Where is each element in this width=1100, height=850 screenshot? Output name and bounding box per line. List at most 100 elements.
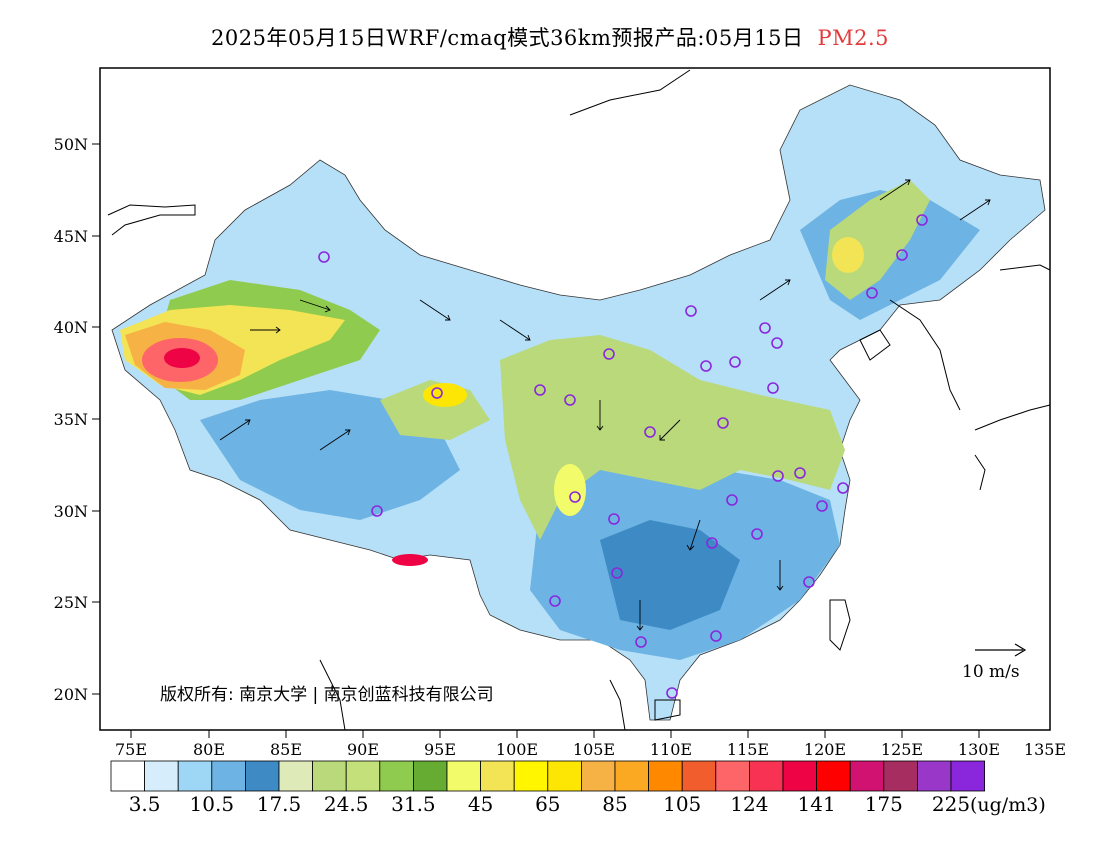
station-marker <box>431 387 443 399</box>
station-marker <box>759 322 771 334</box>
yellow-hotspot-sichuan <box>554 464 586 516</box>
wind-vector <box>250 326 281 334</box>
color-bar-swatch <box>177 760 213 792</box>
longitude-axis: 75E 80E 85E 90E 95E 100E 105E 110E 115E … <box>115 730 1066 759</box>
lon-label: 75E <box>115 740 147 759</box>
color-bar-label: 175 <box>864 792 903 816</box>
color-bar-label: 225 <box>931 792 971 816</box>
wind-vector <box>636 600 644 631</box>
green-zone-central <box>500 335 845 540</box>
lat-label: 40N <box>54 318 88 337</box>
color-bar-swatch <box>513 760 549 792</box>
wind-vector <box>659 419 681 441</box>
color-bar-swatch <box>681 760 717 792</box>
wind-vector <box>499 319 531 341</box>
pm25-concentration-field <box>111 84 1046 721</box>
sakhalin-coast <box>999 264 1051 271</box>
station-marker <box>837 482 849 494</box>
color-bar-swatch <box>614 760 649 792</box>
pollutant-label: PM2.5 <box>817 26 889 50</box>
wind-vector <box>776 560 784 591</box>
station-marker <box>717 417 729 429</box>
lon-label: 125E <box>881 740 923 759</box>
station-marker <box>569 491 581 503</box>
core-hotspot-taklimakan <box>164 348 200 368</box>
station-marker <box>916 214 928 226</box>
indochina-coast <box>609 679 626 731</box>
color-bar-swatch <box>581 760 616 792</box>
map-frame <box>99 67 1051 731</box>
station-marker <box>685 305 697 317</box>
bohai-coast <box>859 329 891 361</box>
lon-label: 105E <box>573 740 615 759</box>
station-marker <box>794 467 806 479</box>
lon-label: 135E <box>1024 740 1066 759</box>
color-bar-swatch <box>144 760 179 792</box>
lon-label: 85E <box>270 740 302 759</box>
station-marker <box>726 494 738 506</box>
korea-coast <box>889 299 961 411</box>
color-bar-swatch <box>312 760 347 792</box>
yellow-hotspot-northeast <box>832 237 864 273</box>
color-bar-label: 85 <box>602 792 628 816</box>
color-bar-swatch <box>782 760 817 792</box>
station-marker <box>896 249 908 261</box>
lat-label: 25N <box>54 593 88 612</box>
color-bar-labels: 3.5 10.5 17.5 24.5 31.5 45 65 85 105 124 141 175 225 <box>0 792 1100 822</box>
color-bar-label: 17.5 <box>256 792 302 816</box>
yellow-hotspot-qaidam <box>423 383 467 407</box>
color-bar-label: 141 <box>797 792 836 816</box>
lat-label: 50N <box>54 135 88 154</box>
station-marker <box>771 337 783 349</box>
wind-vector <box>879 179 911 201</box>
color-bar-swatch <box>244 760 280 792</box>
color-bar-swatch <box>950 760 985 792</box>
color-bar-label: 3.5 <box>128 792 161 816</box>
wind-vector <box>759 279 791 301</box>
color-bar <box>110 760 985 792</box>
lon-label: 80E <box>193 740 225 759</box>
lon-label: 95E <box>424 740 456 759</box>
station-marker <box>644 426 656 438</box>
map-title: 2025年05月15日WRF/cmaq模式36km预报产品:05月15日 PM2.… <box>0 22 1100 52</box>
lon-label: 110E <box>650 740 692 759</box>
color-bar-swatch <box>412 760 448 792</box>
lat-label: 30N <box>54 502 88 521</box>
wind-vector <box>419 299 451 321</box>
station-marker <box>666 687 678 699</box>
color-bar-label: 31.5 <box>391 792 436 816</box>
lon-label: 130E <box>958 740 1000 759</box>
color-bar-swatch <box>849 760 885 792</box>
wind-vector <box>319 429 351 451</box>
station-marker <box>700 360 712 372</box>
station-marker <box>549 595 561 607</box>
color-bar-swatch <box>917 760 952 792</box>
copyright-notice: 版权所有: 南京大学 | 南京创蓝科技有限公司 <box>160 685 494 705</box>
lon-label: 100E <box>496 740 538 759</box>
lon-label: 120E <box>804 740 846 759</box>
color-bar-label: 105 <box>663 792 702 816</box>
japan-south-coast <box>974 454 986 491</box>
wind-vector <box>299 299 331 313</box>
wind-vectors <box>219 179 991 631</box>
india-coast <box>319 659 346 731</box>
wind-vector <box>959 199 991 221</box>
station-marker <box>803 576 815 588</box>
wind-vector <box>686 519 701 551</box>
color-bar-swatch <box>379 760 414 792</box>
station-marker <box>710 630 722 642</box>
lat-label: 35N <box>54 410 88 429</box>
lon-label: 115E <box>727 740 769 759</box>
latitude-axis: 50N 45N 40N 35N 30N 25N 20N <box>54 135 100 704</box>
station-marker <box>371 505 383 517</box>
color-bar-swatch <box>547 760 582 792</box>
station-marker <box>772 470 784 482</box>
color-bar-label: 24.5 <box>323 792 369 816</box>
station-marker <box>603 348 615 360</box>
station-marker <box>635 636 647 648</box>
station-marker <box>534 384 546 396</box>
color-bar-swatch <box>715 760 750 792</box>
station-marker <box>866 287 878 299</box>
lon-label: 90E <box>347 740 379 759</box>
